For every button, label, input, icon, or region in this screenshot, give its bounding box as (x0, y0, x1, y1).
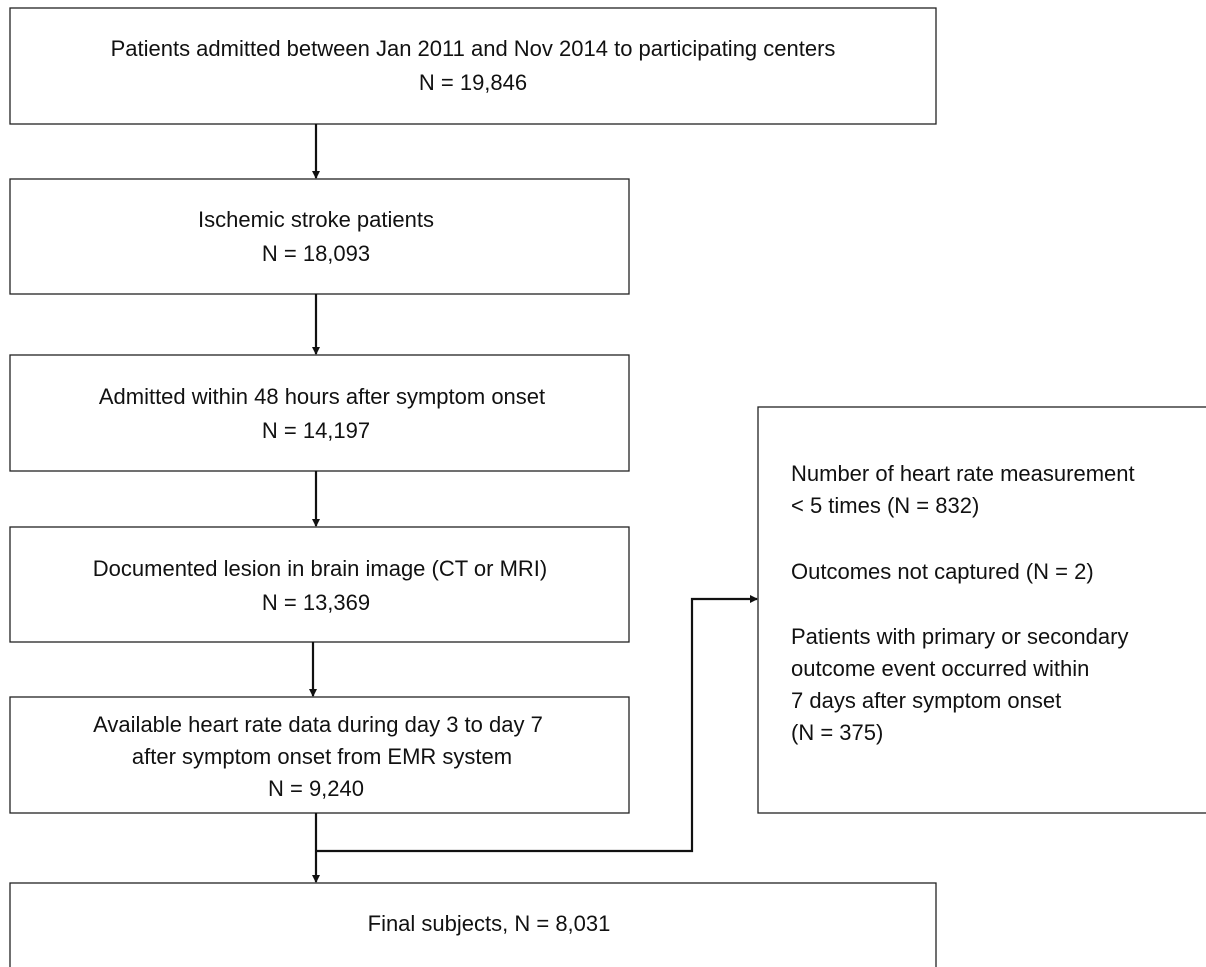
node-text: Patients admitted between Jan 2011 and N… (111, 36, 836, 61)
node-text: Documented lesion in brain image (CT or … (93, 556, 547, 581)
node-text: N = 18,093 (262, 241, 370, 266)
node-text: Ischemic stroke patients (198, 207, 434, 232)
exclusion-text: Number of heart rate measurement (791, 461, 1135, 486)
node-text: N = 13,369 (262, 590, 370, 615)
box (9, 178, 630, 295)
exclusion-text: 7 days after symptom onset (791, 688, 1061, 713)
exclusion-text: Patients with primary or secondary (791, 624, 1128, 649)
node-text: Final subjects, N = 8,031 (368, 911, 611, 936)
box (9, 696, 630, 814)
exclusion-box (757, 406, 1206, 814)
node-text: N = 14,197 (262, 418, 370, 443)
exclusion-text: outcome event occurred within (791, 656, 1089, 681)
box (9, 7, 937, 125)
exclusion-text: Outcomes not captured (N = 2) (791, 559, 1094, 584)
node-text: after symptom onset from EMR system (132, 744, 512, 769)
exclusion-text: < 5 times (N = 832) (791, 493, 979, 518)
node-text: N = 9,240 (268, 776, 364, 801)
box (9, 354, 630, 472)
box (9, 882, 937, 967)
exclusion-arrow (316, 595, 758, 853)
node-text: Available heart rate data during day 3 t… (93, 712, 543, 737)
box (9, 526, 630, 643)
node-text: N = 19,846 (419, 70, 527, 95)
exclusion-text: (N = 375) (791, 720, 883, 745)
node-text: Admitted within 48 hours after symptom o… (99, 384, 545, 409)
